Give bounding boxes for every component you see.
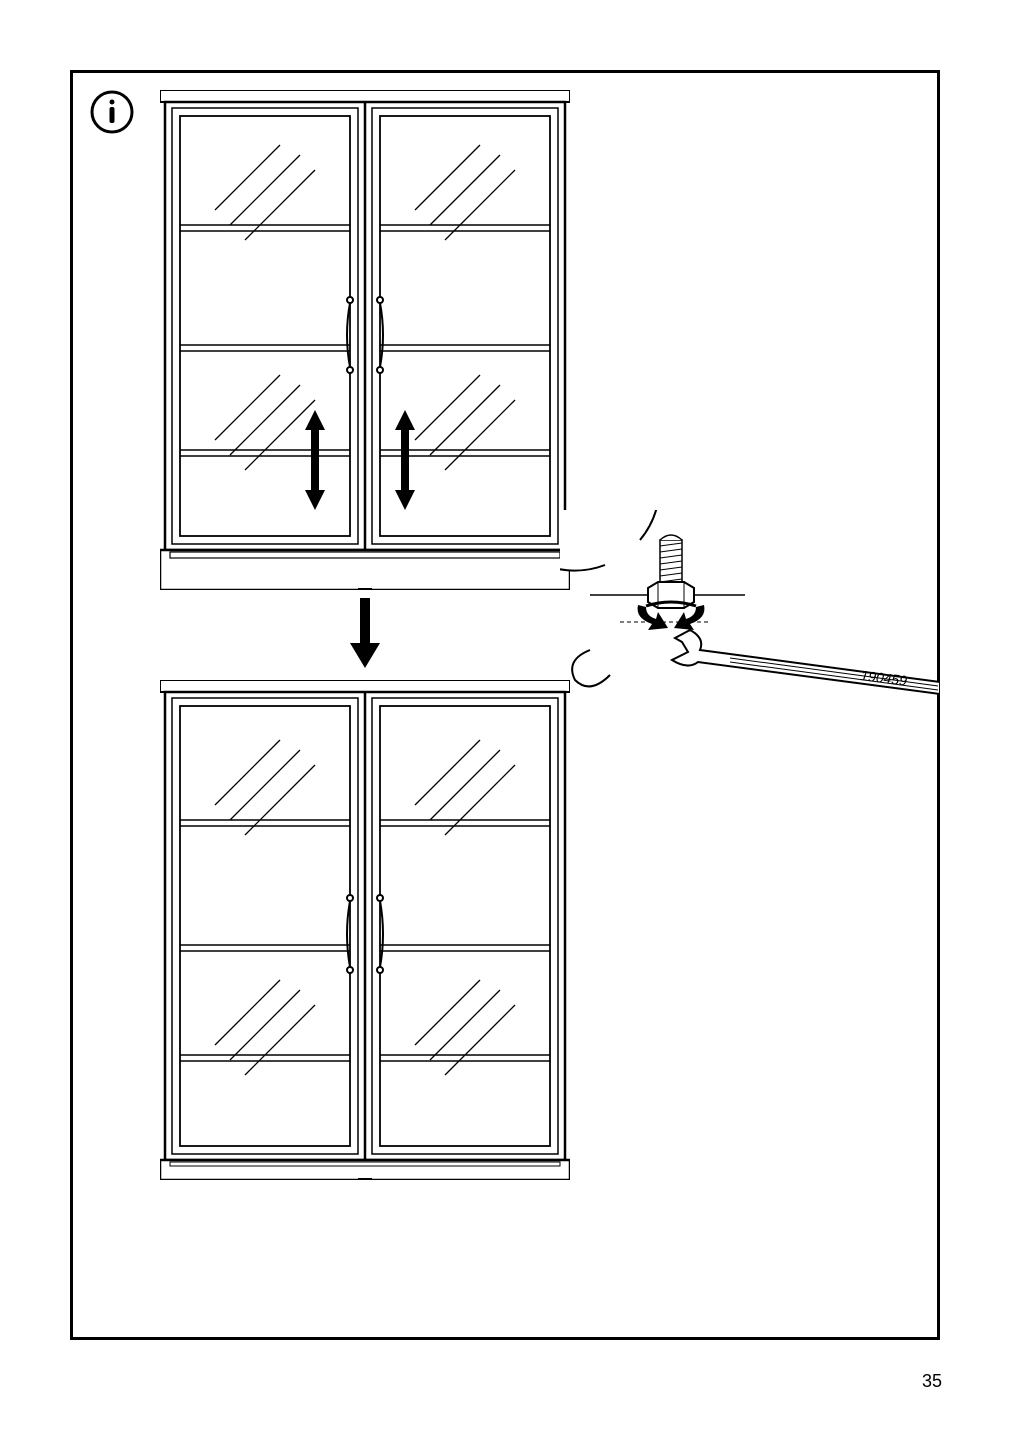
cabinet-after (160, 680, 570, 1180)
page-number: 35 (922, 1371, 942, 1392)
leveling-foot-detail: 190459 (560, 510, 940, 710)
part-number: 190459 (860, 667, 909, 689)
cabinet-before (160, 90, 570, 590)
info-icon (90, 90, 134, 134)
transition-arrow-icon (345, 598, 385, 668)
leveling-bolt-icon (648, 535, 694, 608)
